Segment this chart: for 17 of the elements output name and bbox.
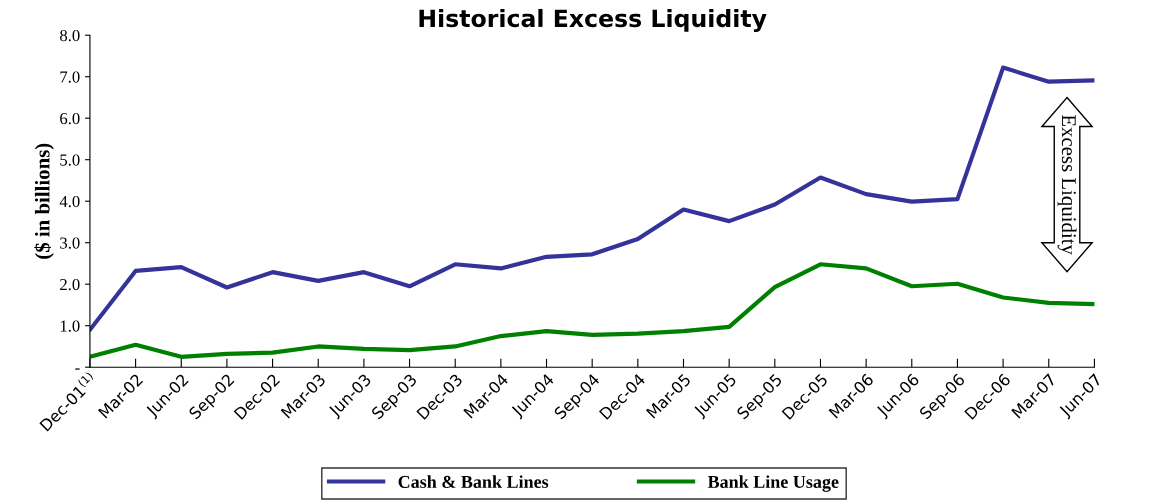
legend-label: Bank Line Usage xyxy=(707,475,839,492)
legend-label: Cash & Bank Lines xyxy=(398,475,549,488)
y-axis-title: ($ in billions) xyxy=(34,143,54,259)
line-series xyxy=(89,262,1095,359)
line-series xyxy=(89,65,1095,332)
y-tick-label: 5.0 xyxy=(60,154,80,166)
y-tick-label: 2.0 xyxy=(60,278,80,291)
y-tick-label: 6.0 xyxy=(60,112,80,125)
x-tick-label: Dec-01$^{(1)}$ xyxy=(37,371,98,432)
y-tick-label: 1.0 xyxy=(60,320,80,332)
annotation: Excess Liquidity xyxy=(1057,114,1077,255)
chart-title: Historical Excess Liquidity xyxy=(419,8,767,32)
y-tick-label: 4.0 xyxy=(59,195,80,208)
y-tick-label: 8.0 xyxy=(60,29,80,42)
y-tick-label: 3.0 xyxy=(60,237,80,249)
y-tick-label: 7.0 xyxy=(60,71,80,83)
y-tick-label: - xyxy=(75,368,80,370)
